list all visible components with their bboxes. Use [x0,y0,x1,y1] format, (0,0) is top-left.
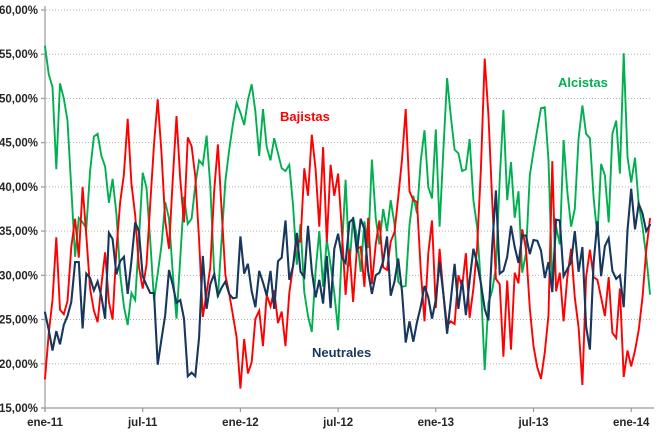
series-label-neutrales: Neutrales [312,345,371,360]
x-tick-label-ene-12: ene-12 [222,417,258,429]
x-tick-label-jul-11: jul-11 [127,417,158,429]
y-tick-label-45: 45,00% [0,138,38,150]
x-tick-label-ene-13: ene-13 [418,417,454,429]
series-line-neutrales [43,188,652,379]
x-tick-label-jul-12: jul-12 [322,417,353,429]
x-tick-label-ene-11: ene-11 [27,417,63,429]
series-label-alcistas: Alcistas [558,75,608,90]
y-tick-label-15: 15,00% [0,403,38,415]
x-tick-label-jul-13: jul-13 [517,417,548,429]
y-tick-label-50: 50,00% [0,93,38,105]
series-label-bajistas: Bajistas [280,109,330,124]
y-tick-label-60: 60,00% [0,5,38,17]
series-line-bajistas [44,58,651,389]
y-tick-label-40: 40,00% [0,182,38,194]
y-tick-label-20: 20,00% [0,359,38,371]
y-tick-label-55: 55,00% [0,49,38,61]
y-tick-label-35: 35,00% [0,226,38,238]
y-tick-label-30: 30,00% [0,270,38,282]
x-tick-label-ene-14: ene-14 [613,417,650,429]
series-line-alcistas [44,45,651,371]
y-tick-label-25: 25,00% [0,315,38,327]
